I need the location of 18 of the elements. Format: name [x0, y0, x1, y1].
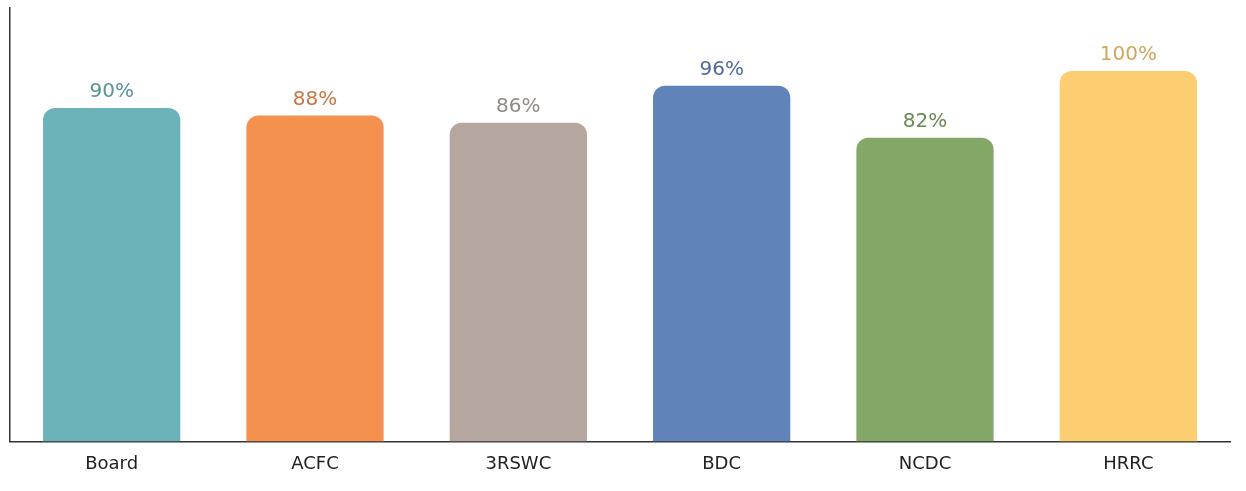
data-label: 82%: [902, 107, 948, 132]
bar: [653, 85, 791, 442]
bar: [449, 122, 587, 442]
data-label: 96%: [699, 55, 744, 80]
x-tick-label: ACFC: [291, 451, 339, 473]
data-label: 90%: [89, 78, 134, 103]
bar: [856, 137, 994, 442]
bar: [246, 115, 384, 442]
x-tick-label: HRRC: [1103, 451, 1154, 473]
x-tick-label: NCDC: [898, 451, 952, 473]
bar: [43, 108, 181, 442]
data-label: 100%: [1099, 41, 1157, 66]
x-tick-label: 3RSWC: [485, 451, 552, 473]
x-tick-label: Board: [85, 451, 139, 473]
x-tick-label: BDC: [702, 451, 742, 473]
bar: [1059, 70, 1197, 442]
data-label: 86%: [496, 93, 541, 118]
data-label: 88%: [292, 85, 338, 110]
